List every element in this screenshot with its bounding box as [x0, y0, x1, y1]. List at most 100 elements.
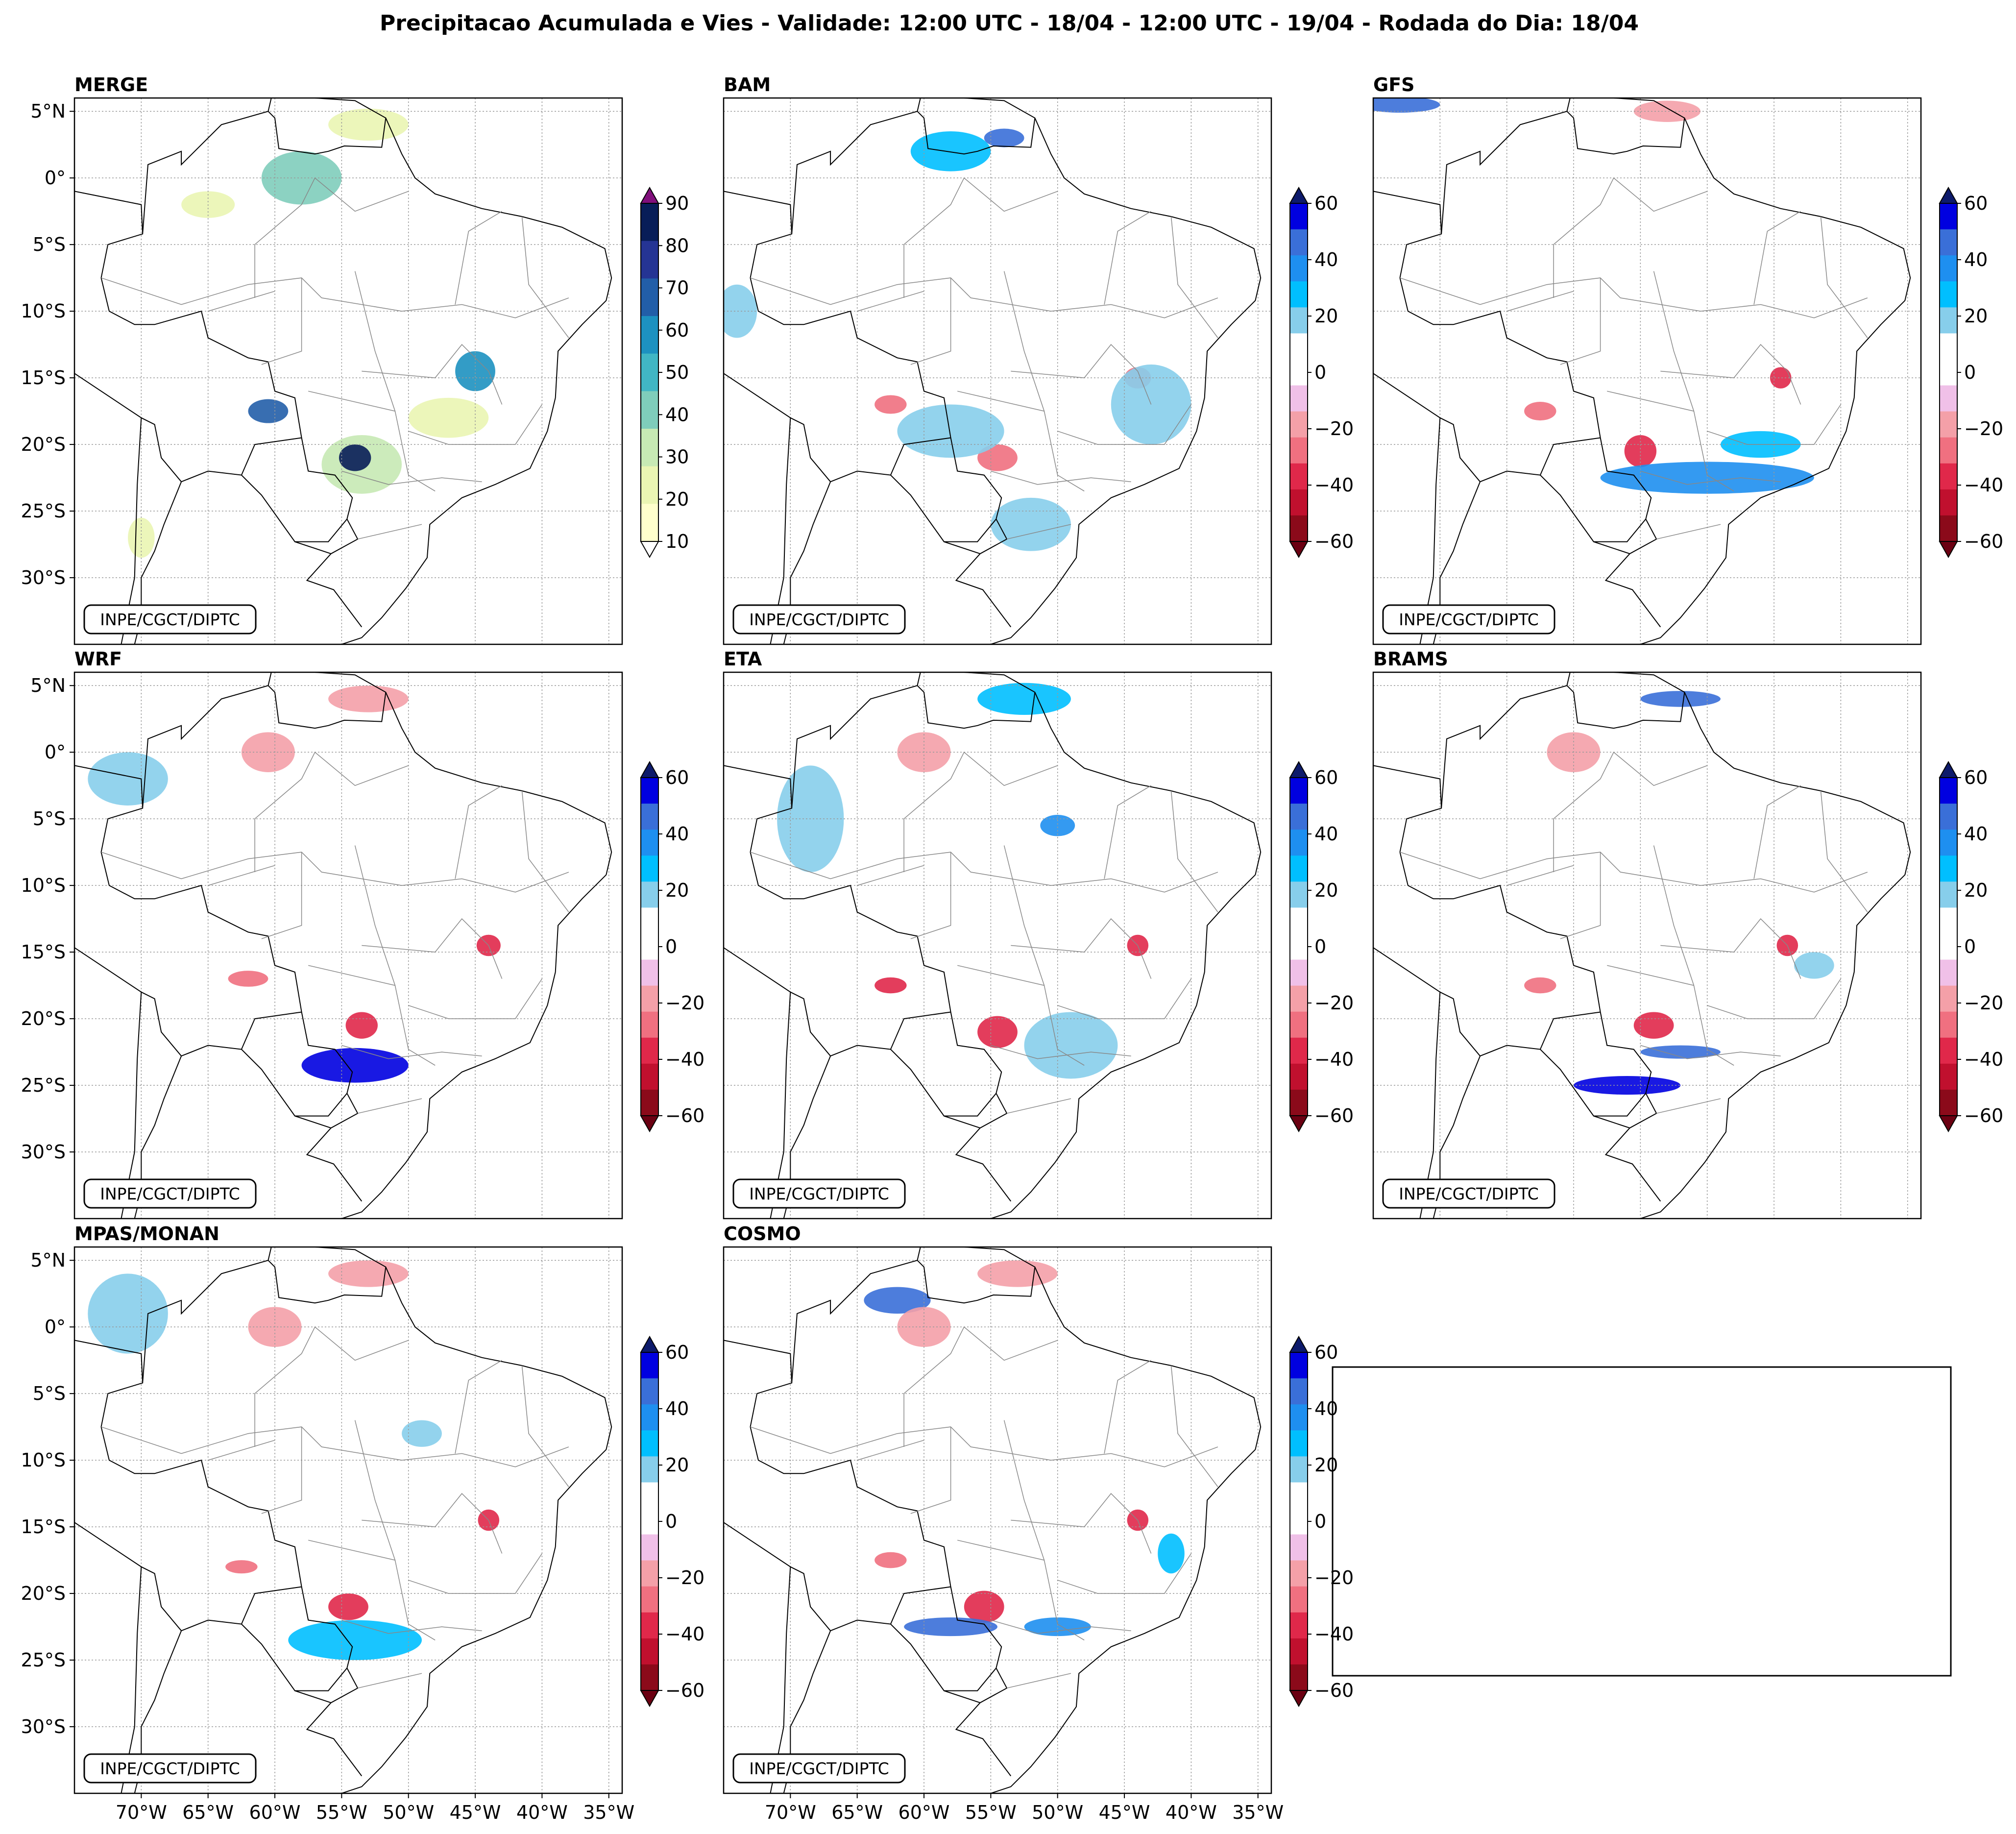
colorbar-swatch	[1290, 856, 1308, 882]
colorbar: 60 40 20 0 −20 −40 −60	[640, 760, 704, 1133]
country-border	[944, 1667, 997, 1691]
figure-title: Precipitacao Acumulada e Vies - Validade…	[380, 11, 1639, 36]
colorbar-swatch	[1940, 359, 1957, 386]
state-border	[1753, 785, 1801, 879]
state-border	[357, 524, 422, 539]
map-frame	[723, 1246, 1272, 1794]
country-border	[917, 111, 1036, 155]
panel-title: COSMO	[724, 1223, 801, 1245]
colorbar-swatch	[1290, 281, 1308, 308]
colorbar-swatch	[1290, 411, 1308, 438]
map-area	[74, 672, 622, 1219]
colorbar-tick-label: 40	[1314, 1398, 1338, 1419]
colorbar-swatch	[1290, 1011, 1308, 1038]
colorbar-swatch	[1290, 778, 1308, 804]
precip-area	[88, 1273, 168, 1354]
colorbar-swatch	[1290, 1089, 1308, 1116]
country-border	[294, 518, 348, 542]
colorbar-swatch	[1940, 281, 1957, 308]
lat-label: 30°S	[21, 1141, 66, 1163]
colorbar-swatch	[1940, 830, 1957, 856]
country-border	[1593, 518, 1647, 542]
colorbar: 60 40 20 0 −20 −40 −60	[640, 1335, 704, 1708]
country-border	[1566, 685, 1685, 729]
precip-area	[1040, 814, 1075, 836]
map-frame	[73, 671, 623, 1220]
colorbar-swatch	[1290, 1430, 1308, 1457]
colorbar-tick-label: 70	[665, 277, 689, 299]
colorbar-swatch	[1940, 489, 1957, 516]
colorbar-swatch	[641, 1378, 658, 1405]
colorbar-tick-label: 60	[1964, 193, 1988, 214]
colorbar-swatch	[1940, 515, 1957, 542]
precip-area	[301, 1048, 409, 1083]
lat-label: 5°N	[30, 675, 66, 696]
map-panel-wrf: WRF INPE/CGCT/DIPTC 5°N 0° 5°S 10°S 15°S 20°S 25…	[21, 648, 704, 1220]
lat-label: 5°S	[33, 808, 66, 830]
colorbar-tick-label: 20	[665, 489, 689, 510]
colorbar-swatch	[1290, 804, 1308, 830]
colorbar-tick-label: 60	[1314, 767, 1338, 788]
colorbar-tick-label: 20	[1314, 1454, 1338, 1476]
country-border	[294, 1667, 348, 1691]
colorbar-tick-label: 0	[1964, 936, 1976, 957]
colorbar-swatch	[641, 1482, 658, 1509]
map-area	[74, 1247, 622, 1793]
country-border	[1373, 765, 1661, 1202]
colorbar-tick-label: −60	[1964, 1105, 2003, 1126]
coastline	[1373, 947, 1441, 1219]
country-border	[1540, 474, 1630, 555]
state-border	[1003, 1420, 1085, 1640]
precip-area	[328, 1593, 368, 1620]
state-border	[208, 1440, 275, 1461]
precip-area	[904, 1617, 998, 1637]
colorbar-tick-label: 90	[665, 193, 689, 214]
map-area	[724, 672, 1271, 1219]
colorbar-tick-label: −40	[1964, 474, 2003, 496]
state-border	[254, 752, 409, 872]
lon-label: 70°W	[116, 1802, 167, 1823]
colorbar-tick-label: 60	[1314, 193, 1338, 214]
colorbar-swatch	[641, 1430, 658, 1457]
country-border	[1439, 417, 1601, 483]
colorbar-swatch	[1290, 515, 1308, 542]
colorbar-swatch	[641, 985, 658, 1012]
country-border	[1441, 98, 1571, 234]
lat-label: 10°S	[21, 1449, 66, 1471]
colorbar-swatch	[641, 959, 658, 986]
state-border	[857, 1440, 924, 1461]
map-panel-cosmo: COSMO INPE/CGCT/DIPTC 70°W 65°W 60°W 55°W 50°W…	[723, 1223, 1354, 1823]
colorbar-swatch	[641, 1063, 658, 1090]
colorbar-swatch	[1290, 307, 1308, 334]
colorbar-swatch	[1290, 229, 1308, 256]
state-border	[341, 470, 482, 485]
country-border	[141, 991, 302, 1057]
state-border	[362, 1492, 503, 1554]
state-border	[308, 1540, 395, 1561]
precip-area	[724, 284, 757, 338]
colorbar-tick-label: −40	[1314, 474, 1354, 496]
lat-label: 5°S	[33, 234, 66, 255]
country-border	[1441, 672, 1571, 808]
precip-area	[897, 404, 1004, 458]
precip-area	[984, 128, 1024, 147]
lat-label: 25°S	[21, 1075, 66, 1096]
precip-area	[1633, 1012, 1674, 1039]
precip-area	[288, 1620, 422, 1661]
colorbar-swatch	[641, 1560, 658, 1587]
colorbar-swatch	[1290, 1378, 1308, 1405]
precip-area	[1373, 98, 1440, 113]
state-border	[1170, 790, 1218, 912]
state-border	[261, 852, 302, 939]
colorbar-tick-label: −40	[1314, 1623, 1354, 1645]
colorbar-swatch	[641, 1352, 658, 1379]
colorbar-tick-label: 0	[1964, 362, 1976, 383]
precip-area	[1640, 1045, 1721, 1059]
colorbar-tick-label: −20	[1314, 1567, 1354, 1589]
state-border	[1011, 1492, 1152, 1554]
credit-label: INPE/CGCT/DIPTC	[749, 610, 889, 629]
colorbar-tick-label: 60	[1964, 767, 1988, 788]
precip-area	[977, 1016, 1018, 1048]
colorbar-swatch	[1940, 229, 1957, 256]
lon-label: 35°W	[583, 1802, 634, 1823]
